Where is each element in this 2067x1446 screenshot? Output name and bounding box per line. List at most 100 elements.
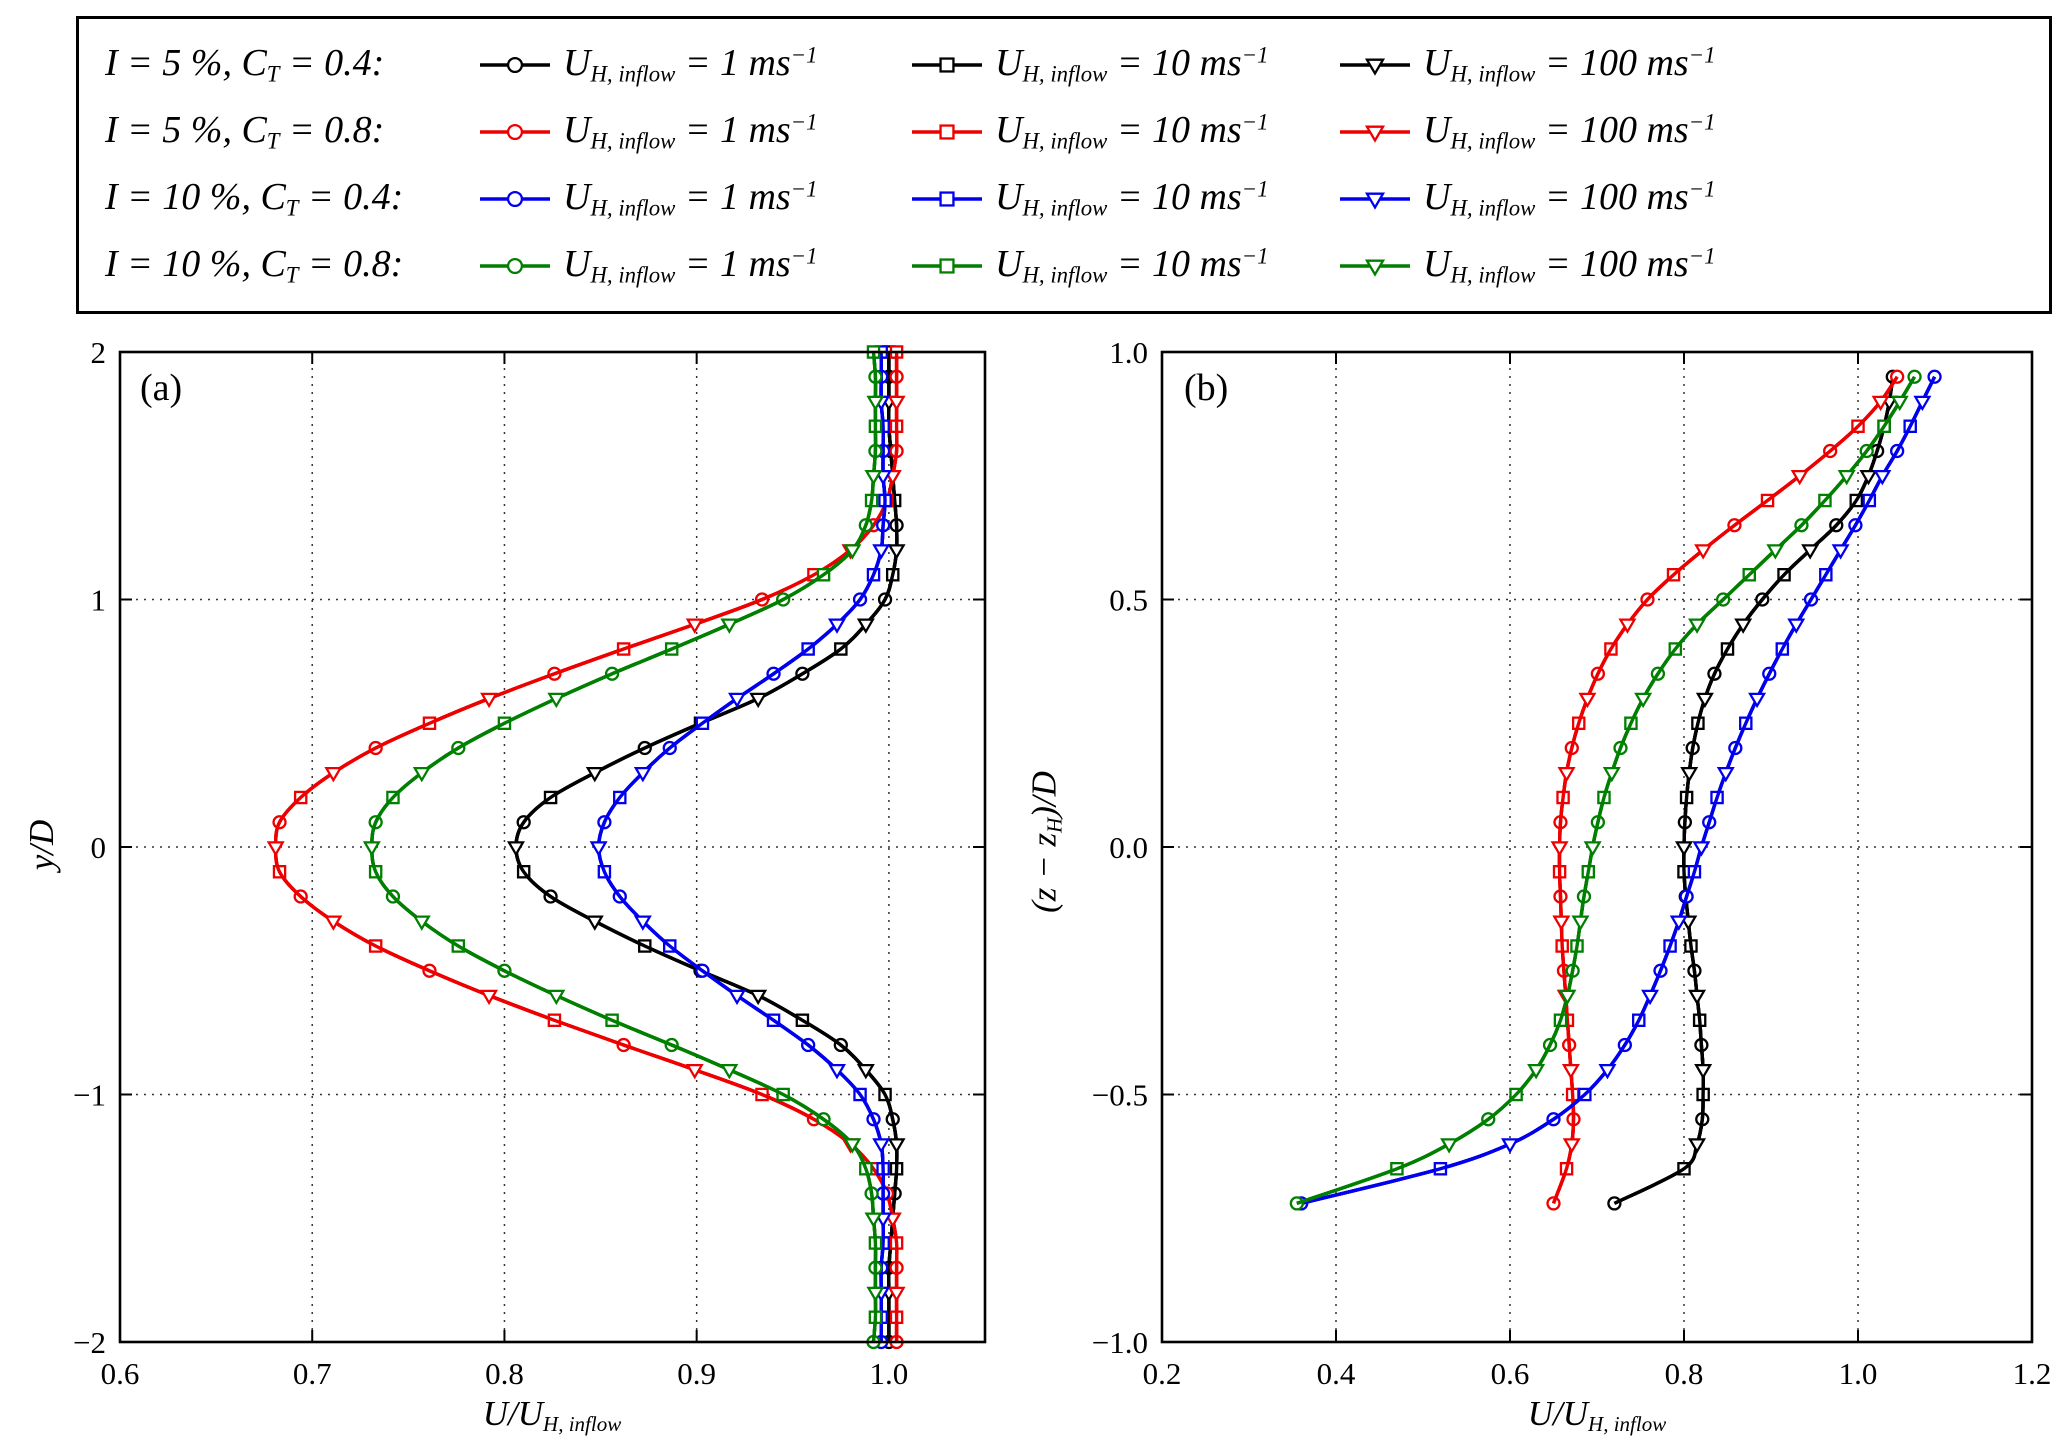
data-marker-triangle-down [1790, 470, 1809, 486]
data-marker-triangle-down [827, 618, 846, 634]
data-marker-triangle-down [1688, 989, 1707, 1006]
data-marker-triangle-down [1801, 544, 1820, 560]
data-marker-triangle-down [1598, 1064, 1617, 1080]
series-line [514, 352, 899, 1342]
y-tick-label: −2 [73, 1325, 106, 1360]
legend-entry: UH, inflow = 10 ms−1 [909, 41, 1337, 87]
data-marker-triangle-down [266, 841, 285, 857]
data-marker-triangle-down [1674, 841, 1694, 857]
data-marker-triangle-down [1694, 1064, 1713, 1080]
legend-entry: UH, inflow = 1 ms−1 [477, 175, 909, 221]
legend-entry: UH, inflow = 1 ms−1 [477, 41, 909, 87]
legend-swatch-svg [912, 257, 982, 274]
data-marker-triangle-down [1669, 915, 1688, 931]
series-line [1300, 376, 1937, 1206]
legend-entry: UH, inflow = 1 ms−1 [477, 108, 909, 154]
y-tick-label: −1.0 [1092, 1325, 1148, 1360]
data-marker-triangle-down [1364, 259, 1386, 277]
data-marker-triangle-down [1716, 767, 1735, 783]
data-marker-triangle-down [843, 1138, 862, 1154]
data-marker-triangle-down [1734, 618, 1753, 634]
data-marker-triangle-down [633, 915, 652, 931]
x-tick-label: 1.0 [1839, 1356, 1878, 1391]
x-tick-label: 1.0 [870, 1356, 909, 1391]
data-marker-triangle-down [887, 1138, 906, 1154]
legend-triangle-marker-icon [1337, 246, 1413, 286]
panel-b-xlabel: U/UH, inflow [1527, 1394, 1667, 1436]
data-marker-triangle-down [1440, 1138, 1459, 1154]
data-marker-triangle-down [887, 1286, 906, 1303]
data-marker-triangle-down [1873, 470, 1892, 486]
data-marker-triangle-down [412, 767, 431, 783]
data-marker-triangle-down [1641, 989, 1660, 1006]
data-marker-triangle-down [506, 841, 525, 857]
data-marker-triangle-down [412, 915, 431, 931]
data-marker-triangle-down [1562, 1138, 1581, 1154]
data-marker-circle [506, 123, 524, 140]
data-marker-triangle-down [1527, 1064, 1546, 1080]
data-marker-triangle-down [1831, 544, 1850, 560]
legend-swatch-svg [480, 56, 550, 73]
legend-entry: UH, inflow = 10 ms−1 [909, 108, 1337, 154]
data-marker-triangle-down [1578, 692, 1597, 709]
legend-entry-label: UH, inflow = 1 ms−1 [563, 243, 818, 288]
data-marker-triangle-down [1680, 767, 1699, 783]
legend-entry-label: UH, inflow = 10 ms−1 [995, 243, 1269, 288]
data-marker-triangle-down [1766, 544, 1785, 560]
legend-triangle-marker-icon [1337, 179, 1413, 219]
legend-entry: UH, inflow = 100 ms−1 [1337, 175, 2039, 221]
data-marker-triangle-down [1859, 470, 1878, 486]
data-marker-circle [506, 56, 524, 73]
legend-entry: UH, inflow = 100 ms−1 [1337, 242, 2039, 288]
data-marker-triangle-down [362, 841, 381, 857]
legend-swatch-svg [1340, 192, 1410, 210]
legend-circle-marker-icon [477, 246, 553, 286]
data-marker-triangle-down [1913, 395, 1932, 412]
legend-circle-marker-icon [477, 179, 553, 219]
series-line [1613, 376, 1895, 1205]
legend-triangle-marker-icon [1337, 45, 1413, 85]
data-marker-triangle-down [728, 989, 747, 1006]
y-tick-label: 1 [91, 583, 107, 618]
x-tick-label: 1.2 [2013, 1356, 2052, 1391]
legend-entry-label: UH, inflow = 10 ms−1 [995, 42, 1269, 87]
data-marker-triangle-down [887, 544, 906, 560]
x-tick-label: 0.7 [293, 1356, 332, 1391]
data-marker-triangle-down [720, 1064, 739, 1080]
data-marker-triangle-down [749, 989, 768, 1006]
series-line [514, 352, 899, 1342]
data-marker-triangle-down [1552, 915, 1571, 931]
data-marker-triangle-down [1748, 692, 1767, 709]
data-marker-square [939, 56, 955, 73]
data-marker-triangle-down [1561, 1064, 1580, 1080]
legend-entry: UH, inflow = 100 ms−1 [1337, 108, 2039, 154]
data-marker-triangle-down [872, 1138, 891, 1154]
legend-swatch-svg [480, 257, 550, 274]
legend-entry-label: UH, inflow = 1 ms−1 [563, 109, 818, 154]
data-marker-triangle-down [827, 1064, 846, 1080]
data-marker-triangle-down [1558, 989, 1577, 1006]
data-marker-triangle-down [1583, 841, 1602, 857]
legend-swatch-svg [480, 190, 550, 207]
legend-entry: UH, inflow = 100 ms−1 [1337, 41, 2039, 87]
x-tick-label: 0.6 [1491, 1356, 1530, 1391]
data-marker-triangle-down [1602, 767, 1621, 783]
data-marker-triangle-down [872, 544, 891, 560]
legend-circle-marker-icon [477, 45, 553, 85]
data-marker-square [939, 257, 955, 274]
data-marker-triangle-down [1871, 395, 1890, 412]
legend-swatch-svg [1340, 259, 1410, 277]
x-tick-label: 0.6 [101, 1356, 140, 1391]
legend-swatch-svg [912, 190, 982, 207]
data-marker-triangle-down [589, 841, 608, 857]
data-marker-triangle-down [864, 470, 883, 486]
legend-row-label: I = 10 %, CT = 0.8: [105, 243, 404, 288]
legend-row: I = 10 %, CT = 0.4: UH, inflow = 1 ms−1 … [105, 165, 2039, 232]
x-tick-label: 0.8 [485, 1356, 524, 1391]
data-marker-circle [506, 190, 524, 207]
data-marker-triangle-down [1634, 692, 1653, 709]
data-marker-triangle-down [1618, 618, 1637, 634]
legend-swatch-svg [1340, 125, 1410, 143]
